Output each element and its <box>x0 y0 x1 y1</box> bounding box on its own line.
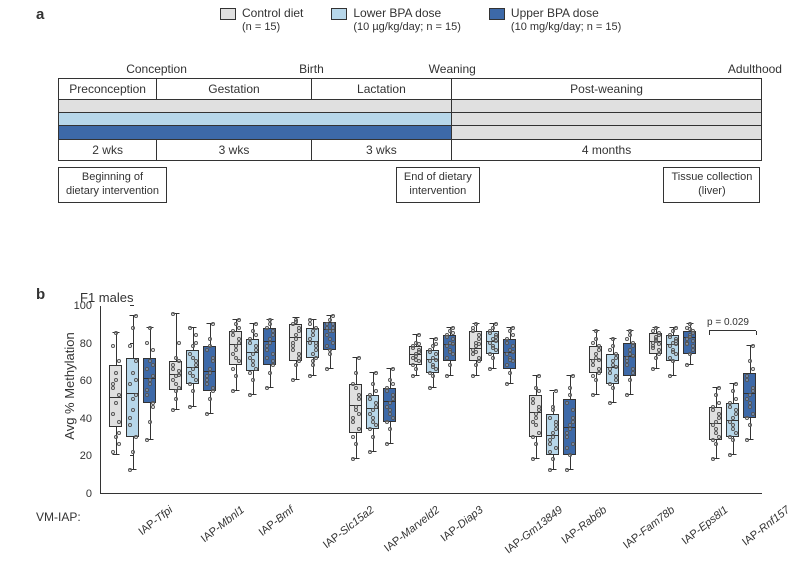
treatment-bar-row <box>59 100 761 113</box>
legend-text: Lower BPA dose(10 µg/kg/day; n = 15) <box>353 6 461 35</box>
callout-box: Beginning ofdietary intervention <box>58 167 167 203</box>
legend-swatch <box>220 8 236 20</box>
phase-label: Lactation <box>312 79 452 99</box>
legend-item: Control diet(n = 15) <box>220 6 303 35</box>
duration-label: 2 wks <box>59 140 157 160</box>
legend-item: Lower BPA dose(10 µg/kg/day; n = 15) <box>331 6 461 35</box>
phase-label: Post-weaning <box>452 79 761 99</box>
treatment-bar-row <box>59 126 761 139</box>
x-tick-label: IAP-Fam78b <box>621 504 677 551</box>
p-value-label: p = 0.029 <box>707 317 749 328</box>
legend-swatch <box>331 8 347 20</box>
x-tick-label: IAP-Bmf <box>256 504 296 539</box>
legend-text: Control diet(n = 15) <box>242 6 303 35</box>
y-tick-label: 80 <box>80 338 92 350</box>
timeline-panel: ConceptionBirthWeaningAdulthood Preconce… <box>58 62 762 213</box>
milestone-label: Conception <box>126 62 187 76</box>
boxplot-chart: Avg % Methylation 020406080100 p = 0.029 <box>58 306 762 494</box>
panel-a-label: a <box>36 6 44 23</box>
x-tick-label: IAP-Eps8l1 <box>679 504 730 547</box>
milestone-label: Birth <box>299 62 324 76</box>
milestone-label: Weaning <box>429 62 476 76</box>
y-axis-label: Avg % Methylation <box>62 332 77 439</box>
x-tick-label: IAP-Mbnl1 <box>198 504 246 545</box>
x-tick-label: IAP-Gm13849 <box>502 504 564 556</box>
x-tick-label: IAP-Slc15a2 <box>320 504 376 551</box>
y-tick-label: 40 <box>80 413 92 425</box>
y-tick-label: 100 <box>74 300 92 312</box>
x-tick-label: IAP-Diap3 <box>438 504 485 544</box>
vm-iap-label: VM-IAP: <box>36 510 81 524</box>
x-tick-label: IAP-Rab6b <box>559 504 609 547</box>
x-tick-label: IAP-Marveld2 <box>382 504 442 554</box>
y-tick-label: 20 <box>80 450 92 462</box>
y-tick-label: 60 <box>80 375 92 387</box>
legend-text: Upper BPA dose(10 mg/kg/day; n = 15) <box>511 6 621 35</box>
phase-label: Preconception <box>59 79 157 99</box>
duration-label: 3 wks <box>312 140 452 160</box>
callout-box: Tissue collection(liver) <box>663 167 760 203</box>
panel-b-label: b <box>36 286 45 303</box>
duration-label: 4 months <box>452 140 761 160</box>
duration-label: 3 wks <box>157 140 311 160</box>
legend-item: Upper BPA dose(10 mg/kg/day; n = 15) <box>489 6 621 35</box>
y-tick-label: 0 <box>86 488 92 500</box>
legend-swatch <box>489 8 505 20</box>
legend: Control diet(n = 15) Lower BPA dose(10 µg… <box>220 6 621 35</box>
phase-label: Gestation <box>157 79 311 99</box>
milestone-label: Adulthood <box>728 62 782 76</box>
callout-box: End of dietaryintervention <box>396 167 480 203</box>
treatment-bar-row <box>59 113 761 126</box>
x-tick-label: IAP-Rnf157 <box>740 504 792 548</box>
x-tick-label: IAP-Tfpi <box>136 504 175 538</box>
